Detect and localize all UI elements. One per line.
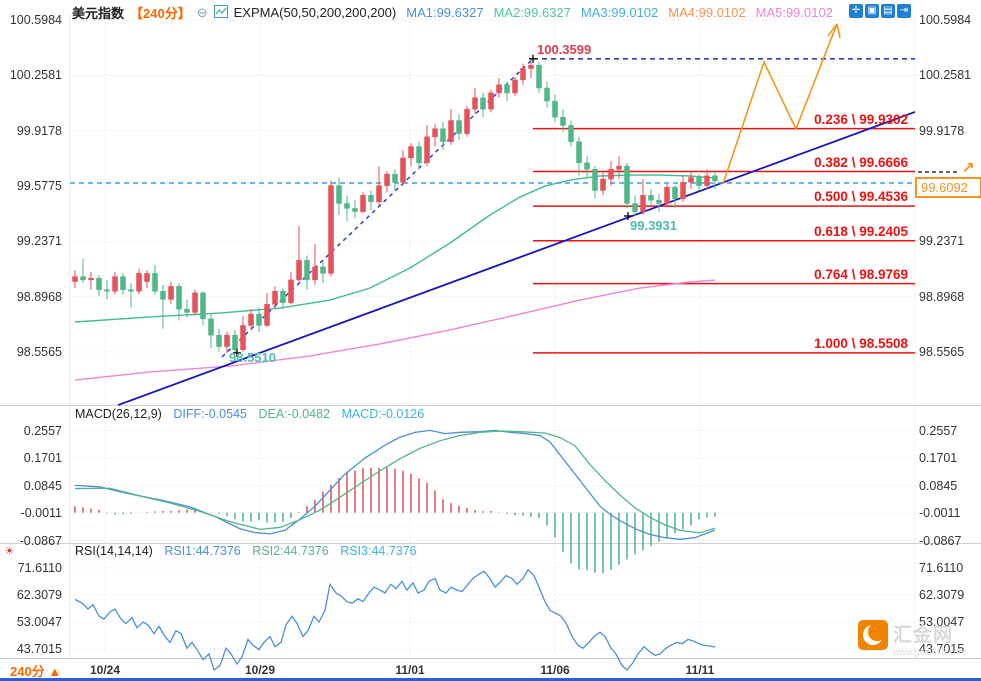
mid-low-annotation: 99.3931: [630, 218, 677, 233]
date-tick-label: 11/01: [395, 663, 425, 677]
axis-scale-icon[interactable]: ▤: [881, 4, 895, 18]
axis-tick-label: 99.9178: [919, 123, 965, 138]
date-tick-label: 10/24: [89, 663, 121, 677]
axis-tick-label: 71.6110: [17, 561, 62, 575]
axis-tick-label: 71.6110: [919, 561, 964, 575]
axis-tick-label: -0.0867: [19, 533, 62, 548]
macd-title: MACD(26,12,9): [75, 407, 162, 421]
fib-level-label: 0.500 \ 99.4536: [814, 189, 908, 205]
date-tick-label: 11/06: [540, 663, 570, 677]
axis-tick-label: 53.0047: [919, 614, 965, 629]
axis-tick-label: 99.5775: [16, 178, 62, 193]
macd-macd-value: MACD:-0.0126: [341, 407, 425, 421]
alert-sun-icon[interactable]: ☀: [4, 544, 15, 558]
start-low-annotation: 98.5510: [229, 350, 276, 365]
window-bottom-border: [0, 678, 981, 681]
axis-tick-label: 53.0047: [16, 614, 62, 629]
rsi-title: RSI(14,14,14): [75, 544, 153, 558]
pan-move-icon[interactable]: ✛: [849, 4, 863, 18]
axis-tick-label: 100.2581: [919, 68, 972, 83]
macd-diff-value: DIFF:-0.0545: [173, 407, 247, 421]
fib-level-label: 0.382 \ 99.6666: [814, 154, 908, 170]
axis-tick-label: 0.0845: [919, 478, 958, 493]
ma1-value: MA1:99.6327: [406, 5, 484, 20]
axis-tick-label: 98.5565: [919, 345, 965, 359]
axis-tick-label: 100.5984: [919, 13, 972, 27]
fib-level-label: 1.000 \ 98.5508: [814, 335, 908, 351]
price-up-arrow-icon: ↗: [962, 159, 975, 176]
date-tick-label: 10/29: [244, 663, 276, 677]
axis-tick-label: 0.1701: [919, 451, 958, 465]
ma3-value: MA3:99.0102: [580, 5, 659, 20]
axis-tick-label: 0.0845: [23, 478, 62, 493]
axis-tick-label: -0.0011: [919, 506, 961, 520]
watermark: 汇金网 www.gold678.com: [858, 620, 966, 657]
axis-tick-label: 98.8968: [919, 289, 965, 304]
rsi2-value: RSI2:44.7376: [252, 544, 329, 558]
axis-tick-label: 100.5984: [9, 13, 62, 27]
axis-tick-label: 0.2557: [23, 423, 62, 438]
fib-level-label: 0.236 \ 99.9302: [814, 111, 908, 127]
axis-tick-label: 99.2371: [16, 234, 62, 249]
fib-level-label: 0.618 \ 99.2405: [814, 223, 908, 239]
watermark-name: 汇金网: [893, 625, 954, 646]
huijin-logo-icon: [858, 620, 888, 650]
axis-tick-label: 98.5565: [16, 345, 62, 359]
macd-dea-value: DEA:-0.0482: [258, 407, 331, 421]
chart-toolbar: ✛ ▣ ▤ ⇥: [849, 4, 911, 18]
period-selector[interactable]: 240分 ▲: [10, 664, 62, 679]
axis-tick-label: 98.8968: [16, 289, 62, 304]
axis-tick-label: 62.3079: [16, 587, 62, 602]
axis-tick-label: 100.2581: [9, 68, 62, 83]
ma5-value: MA5:99.0102: [755, 5, 833, 20]
rsi-panel-header: RSI(14,14,14) RSI1:44.7376 RSI2:44.7376 …: [75, 544, 425, 558]
current-price-tag: 99.6092: [915, 177, 981, 198]
watermark-url: www.gold678.com: [893, 647, 967, 657]
axis-tick-label: 0.2557: [919, 423, 958, 438]
period-label: 【240分】: [130, 6, 191, 21]
collapse-icon[interactable]: ⊖: [196, 4, 208, 20]
macd-panel-header: MACD(26,12,9) DIFF:-0.0545 DEA:-0.0482 M…: [75, 407, 432, 421]
axis-tick-label: -0.0867: [919, 533, 962, 548]
axis-tick-label: 0.1701: [23, 451, 62, 465]
main-chart-header: 美元指数 【240分】 ⊖ EXPMA(50,50,200,200,200) M…: [72, 3, 833, 22]
axis-tick-label: 99.2371: [919, 234, 965, 249]
fib-level-label: 0.764 \ 98.9769: [814, 266, 908, 282]
date-tick-label: 11/11: [685, 663, 715, 677]
axis-tick-label: 62.3079: [919, 587, 965, 602]
ma4-value: MA4:99.0102: [668, 5, 746, 20]
axis-tick-label: -0.0011: [20, 506, 62, 520]
zoom-area-icon[interactable]: ▣: [865, 4, 879, 18]
axis-tick-label: 99.9178: [16, 123, 62, 138]
symbol-name: 美元指数: [72, 6, 125, 21]
axis-tick-label: 43.7015: [919, 642, 965, 656]
peak-price-annotation: 100.3599: [537, 42, 592, 57]
indicator-chart-icon[interactable]: [213, 4, 228, 21]
indicator-label: EXPMA(50,50,200,200,200): [233, 5, 397, 20]
ma2-value: MA2:99.6327: [493, 5, 571, 20]
exit-fullscreen-icon[interactable]: ⇥: [897, 4, 911, 18]
axis-tick-label: 43.7015: [16, 642, 62, 656]
rsi3-value: RSI3:44.7376: [340, 544, 417, 558]
rsi1-value: RSI1:44.7376: [164, 544, 241, 558]
